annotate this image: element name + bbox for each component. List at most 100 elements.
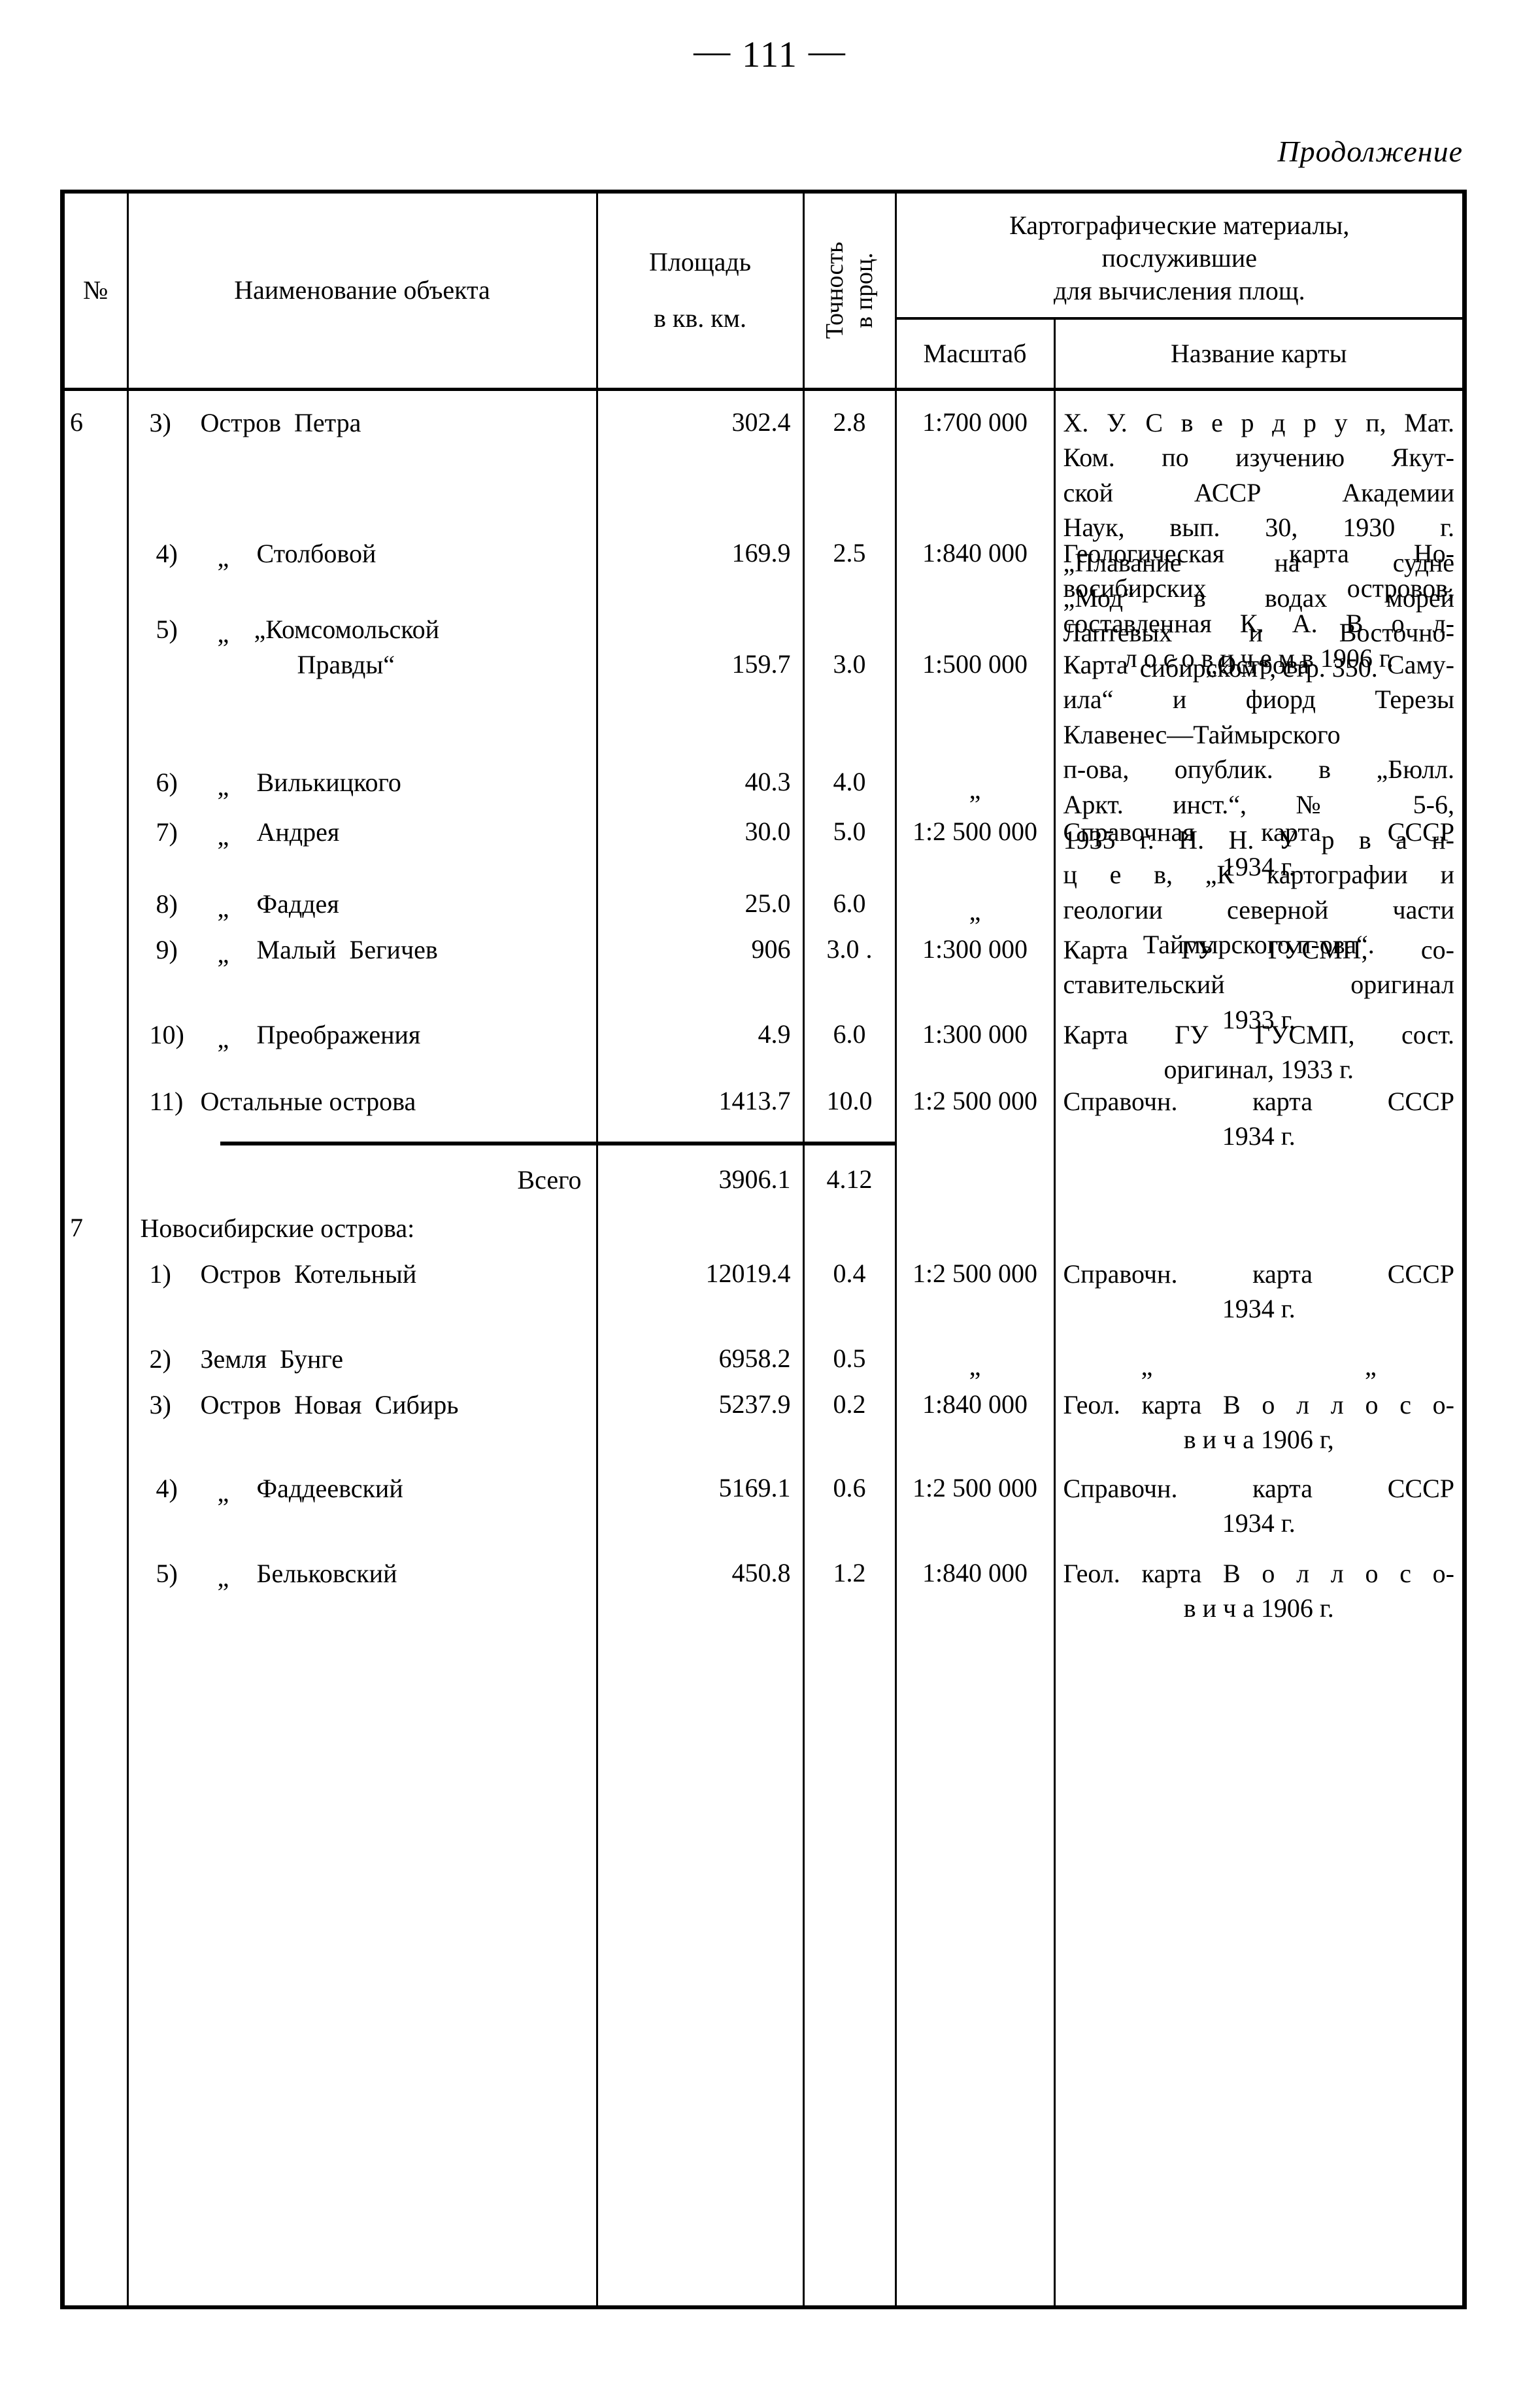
scale-6-6: „ (969, 774, 981, 804)
scale-6-8: „ (969, 896, 981, 926)
page-number: —111— (0, 31, 1540, 76)
precision-6-11: 10.0 (826, 1085, 873, 1115)
source-7-1-l2: 1934 г. (1222, 1294, 1296, 1324)
source-6-10-l1: Карта ГУ ГУСМП, сост. (1063, 1019, 1455, 1049)
row-index-7-2: 2) (149, 1344, 171, 1374)
source-7-3-l1: Геол. карта В о л л о с о- (1063, 1389, 1455, 1419)
source-6-3-l4: Наук, вып. 30, 1930 г. (1063, 513, 1455, 543)
source-7-5-l1: Геол. карта В о л л о с о- (1063, 1558, 1455, 1588)
row-name-6-10: Преображения (256, 1019, 421, 1049)
header-area: Площадь в кв. км. (597, 194, 805, 391)
source-7-4: Справочн. карта СССР 1934 г. (1063, 1471, 1455, 1541)
column-area: 302.4 169.9 159.7 40.3 30.0 25.0 906 4.9… (597, 389, 805, 2305)
page-number-dash-right: — (808, 31, 846, 71)
header-number: № (65, 194, 129, 391)
precision-7-1: 0.4 (833, 1258, 866, 1288)
source-6-3-l5: „Плавание на судне (1063, 548, 1455, 578)
source-6-11-l1: Справочн. карта СССР (1063, 1086, 1455, 1116)
source-6-11: Справочн. карта СССР 1934 г. (1063, 1084, 1455, 1154)
row-ditto-7-5: „ (217, 1562, 229, 1592)
header-scale: Масштаб (896, 318, 1056, 391)
row-name-7-3: Остров Новая Сибирь (200, 1389, 459, 1419)
area-7-2: 6958.2 (718, 1343, 791, 1373)
row-ditto-6-9: „ (217, 938, 229, 968)
source-7-3-l2: в и ч а 1906 г, (1183, 1425, 1334, 1455)
header-area-line1: Площадь (649, 247, 751, 277)
source-7-1-l1: Справочн. карта СССР (1063, 1259, 1455, 1289)
column-map-name: Х. У. С в е р д р у п, Мат. Ком. по изуч… (1054, 389, 1462, 2305)
source-7-4-l1: Справочн. карта СССР (1063, 1473, 1455, 1503)
area-7-4: 5169.1 (718, 1472, 791, 1502)
row-index-6-10: 10) (149, 1019, 184, 1049)
source-6-3-l1: Х. У. С в е р д р у п, Мат. (1063, 407, 1455, 437)
column-object-name: 3) Остров Петра 4) „ Столбовой 5) „ „Ком… (127, 389, 598, 2305)
precision-7-4: 0.6 (833, 1472, 866, 1502)
source-ditto-7-2-left: „ (1141, 1351, 1153, 1381)
scale-6-3: 1:700 000 (922, 407, 1028, 437)
header-cartographic-group: Картографические материалы, послужившие … (896, 194, 1462, 320)
row-name-7-1: Остров Котельный (200, 1259, 417, 1289)
source-6-3-l6: „Мод“ в водах морей (1063, 583, 1455, 613)
precision-6-10: 6.0 (833, 1019, 866, 1049)
header-precision: Точность в проц. (803, 194, 897, 391)
header-precision-line2: в проц. (850, 252, 878, 329)
row-name-6-3: Остров Петра (200, 407, 361, 437)
area-6-9: 906 (751, 934, 791, 964)
section-number-6: 6 (70, 407, 83, 437)
scale-6-5: 1:500 000 (922, 649, 1028, 679)
row-name-6-5-line2: Правды“ (297, 649, 395, 679)
row-name-6-9: Малый Бегичев (256, 934, 438, 964)
source-6-4-l4: л о с о в и ч е м в 1906 г. (1124, 643, 1394, 673)
row-index-7-3: 3) (149, 1389, 171, 1419)
precision-6-5: 3.0 (833, 649, 866, 679)
area-7-5: 450.8 (731, 1557, 791, 1587)
area-7-1: 12019.4 (705, 1258, 791, 1288)
precision-6-3: 2.8 (833, 407, 866, 437)
total-area: 3906.1 (718, 1164, 791, 1194)
source-7-4-l2: 1934 г. (1222, 1508, 1296, 1538)
source-7-5-l2: в и ч а 1906 г. (1183, 1593, 1334, 1623)
table-header-row: № Наименование объекта Площадь в кв. км.… (65, 194, 1462, 391)
source-6-3-l3: ской АССР Академии (1063, 477, 1455, 507)
source-ditto-7-2-right: „ (1365, 1351, 1377, 1381)
row-name-6-5-line1: „Комсомольской (254, 614, 440, 644)
row-ditto-6-7: „ (217, 821, 229, 851)
row-index-6-6: 6) (156, 767, 178, 797)
scale-6-9: 1:300 000 (922, 934, 1028, 964)
source-6-4-l2: восибирских островов, (1063, 573, 1455, 603)
source-6-5-l7: ц е в, „К картографии и (1063, 860, 1455, 890)
subtotal-rule (220, 1141, 597, 1145)
row-index-7-5: 5) (156, 1558, 178, 1588)
area-7-3: 5237.9 (718, 1389, 791, 1419)
precision-6-9: 3.0 . (826, 934, 873, 964)
scale-7-1: 1:2 500 000 (912, 1258, 1038, 1288)
area-6-10: 4.9 (758, 1019, 791, 1049)
area-6-4: 169.9 (731, 537, 791, 568)
source-7-5: Геол. карта В о л л о с о- в и ч а 1906 … (1063, 1556, 1455, 1626)
total-precision: 4.12 (826, 1164, 873, 1194)
subtotal-rule-precision (803, 1141, 896, 1145)
source-6-10: Карта ГУ ГУСМП, сост. оригинал, 1933 г. (1063, 1017, 1455, 1087)
source-7-3: Геол. карта В о л л о с о- в и ч а 1906 … (1063, 1387, 1455, 1457)
row-index-6-11: 11) (149, 1086, 184, 1116)
row-name-7-5: Бельковский (256, 1558, 397, 1588)
precision-6-4: 2.5 (833, 537, 866, 568)
data-table: № Наименование объекта Площадь в кв. км.… (60, 190, 1467, 2309)
scale-7-4: 1:2 500 000 (912, 1472, 1038, 1502)
source-6-5-l4: п-ова, опублик. в „Бюлл. (1063, 755, 1455, 785)
row-ditto-6-8: „ (217, 892, 229, 923)
source-6-3-l8: сибирском“, стр. 350. (1139, 653, 1378, 683)
header-area-line2: в кв. км. (654, 303, 746, 333)
scale-6-11: 1:2 500 000 (912, 1085, 1038, 1115)
row-name-7-2: Земля Бунге (200, 1344, 343, 1374)
header-group-line2: послужившие (1101, 243, 1257, 273)
precision-7-2: 0.5 (833, 1343, 866, 1373)
scale-7-3: 1:840 000 (922, 1389, 1028, 1419)
row-name-6-8: Фаддея (256, 889, 339, 919)
total-label: Всего (517, 1164, 582, 1195)
precision-7-5: 1.2 (833, 1557, 866, 1587)
precision-7-3: 0.2 (833, 1389, 866, 1419)
section7-title: Новосибирские острова: (140, 1213, 415, 1243)
header-group-line1: Картографические материалы, (1009, 211, 1350, 240)
area-6-6: 40.3 (745, 766, 791, 796)
